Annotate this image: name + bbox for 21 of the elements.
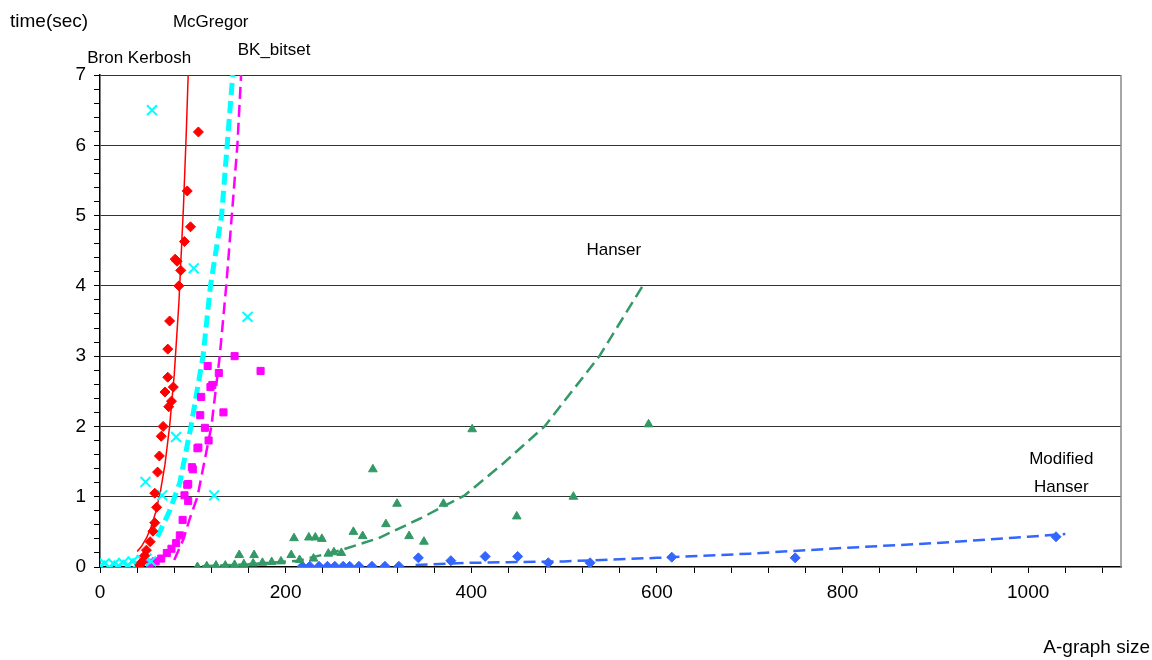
- text: Modified Hanser: [1029, 448, 1094, 496]
- y-tick-label: 0: [75, 555, 86, 577]
- y-tick-label: 7: [75, 63, 86, 85]
- series-label: Hanser: [586, 240, 642, 260]
- y-tick-label: 4: [75, 274, 87, 296]
- text: McGregor: [172, 11, 249, 31]
- y-tick-label: 3: [75, 344, 86, 366]
- x-tick-label: 1000: [1007, 580, 1050, 602]
- x-tick-label: 600: [641, 580, 673, 602]
- x-tick-label: 200: [269, 580, 302, 602]
- y-tick-label: 6: [75, 133, 86, 155]
- y-axis-title: time(sec): [10, 10, 89, 32]
- series-label: BK_bitset: [237, 39, 311, 59]
- x-tick-label: 800: [826, 580, 859, 602]
- y-tick-label: 2: [75, 414, 86, 436]
- x-axis-title: A-graph size: [1043, 636, 1150, 658]
- x-tick-label: 0: [94, 580, 106, 602]
- x-tick-label: 400: [455, 580, 488, 602]
- y-tick-label: 5: [75, 203, 86, 225]
- series-label: Bron Kerbosh: [87, 47, 192, 67]
- y-tick-label: 1: [75, 484, 86, 506]
